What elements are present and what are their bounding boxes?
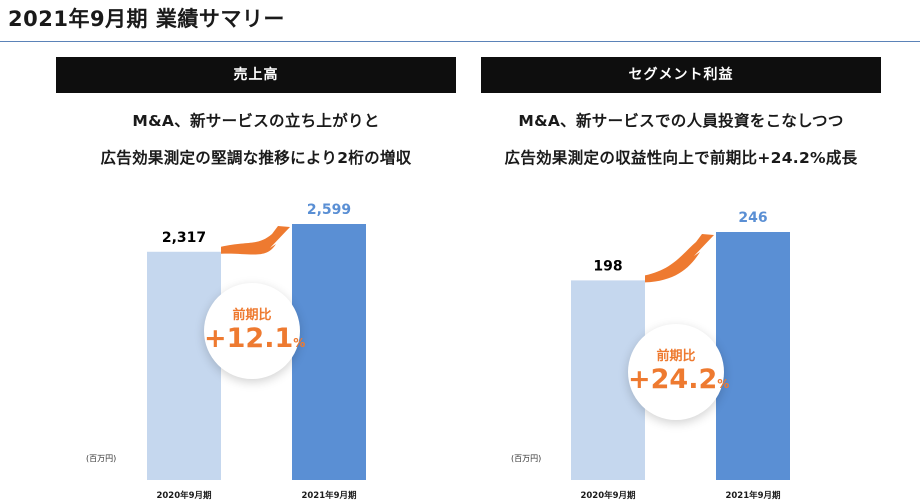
bar-2020 xyxy=(147,251,221,480)
growth-badge-value: +12.1% xyxy=(204,323,305,358)
bar-2021 xyxy=(716,232,790,480)
segment-profit-panel: セグメント利益 M&A、新サービスでの人員投資をこなしつつ 広告効果測定の収益性… xyxy=(481,57,881,501)
segment-profit-headline-line-2: 広告効果測定の収益性向上で前期比+24.2%成長 xyxy=(504,149,858,167)
revenue-growth-badge: 前期比 +12.1% xyxy=(204,283,305,379)
bar-value-label-2021: 2,599 xyxy=(307,202,351,218)
x-tick-label-2021: 2021年9月期 xyxy=(725,490,781,501)
growth-arrow-icon xyxy=(645,234,714,283)
growth-badge-unit: % xyxy=(717,377,730,391)
revenue-panel-header: 売上高 xyxy=(56,57,456,93)
revenue-headline-line-1: M&A、新サービスの立ち上がりと xyxy=(132,112,380,130)
bar-value-label-2020: 2,317 xyxy=(162,230,206,246)
x-tick-label-2020: 2020年9月期 xyxy=(580,490,636,501)
segment-profit-panel-header: セグメント利益 xyxy=(481,57,881,93)
growth-badge-caption: 前期比 xyxy=(232,308,272,323)
title-divider xyxy=(0,41,920,42)
growth-badge-value: +24.2% xyxy=(628,364,729,399)
growth-badge-number: +12.1 xyxy=(204,323,294,354)
page-title: 2021年9月期 業績サマリー xyxy=(8,7,285,31)
bar-value-label-2020: 198 xyxy=(593,258,622,274)
growth-badge-number: +24.2 xyxy=(628,364,718,395)
unit-label: (百万円) xyxy=(511,454,541,463)
growth-badge-unit: % xyxy=(293,336,306,350)
revenue-panel: 売上高 M&A、新サービスの立ち上がりと 広告効果測定の堅調な推移により2桁の増… xyxy=(56,57,456,501)
segment-profit-headline-line-1: M&A、新サービスでの人員投資をこなしつつ xyxy=(518,112,844,130)
x-tick-label-2021: 2021年9月期 xyxy=(301,490,357,501)
revenue-bar-chart: 2,317 2,599 (百万円) 2020年9月期 2021年9月期 xyxy=(86,202,366,501)
unit-label: (百万円) xyxy=(86,454,116,463)
segment-profit-growth-badge: 前期比 +24.2% xyxy=(628,324,729,420)
bar-2021 xyxy=(292,224,366,480)
growth-arrow-icon xyxy=(221,226,290,255)
x-tick-label-2020: 2020年9月期 xyxy=(156,490,212,501)
bar-value-label-2021: 246 xyxy=(738,210,767,226)
growth-badge-caption: 前期比 xyxy=(656,349,696,364)
revenue-headline-line-2: 広告効果測定の堅調な推移により2桁の増収 xyxy=(100,149,412,167)
